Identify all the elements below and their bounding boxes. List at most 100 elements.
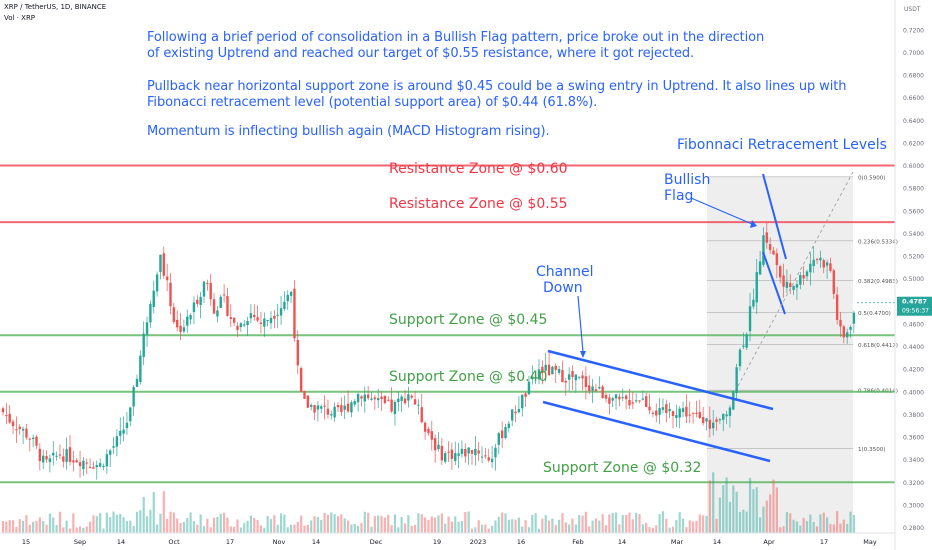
candlestick	[464, 448, 467, 457]
candlestick	[25, 428, 28, 438]
x-tick-label: Apr	[763, 538, 775, 546]
volume-bar	[85, 526, 88, 533]
volume-bar	[233, 526, 236, 533]
volume-bar	[829, 524, 832, 533]
candlestick	[243, 324, 246, 326]
candlestick	[809, 263, 812, 273]
candlestick	[614, 394, 618, 399]
volume-bar	[340, 514, 343, 533]
volume-bar	[738, 511, 742, 533]
candlestick	[487, 457, 490, 461]
volume-bar	[370, 526, 373, 533]
volume-bar	[336, 516, 340, 533]
flag-arrowhead	[750, 220, 757, 228]
volume-bar	[15, 526, 18, 533]
candlestick	[765, 232, 768, 243]
volume-bar	[785, 512, 788, 533]
candlestick	[722, 413, 725, 420]
channel-label-2: Down	[543, 280, 583, 296]
candlestick	[320, 406, 323, 409]
volume-bar	[671, 526, 675, 533]
volume-bar	[62, 527, 65, 533]
volume-bar	[45, 524, 48, 533]
volume-bar	[403, 523, 407, 533]
volume-bar	[688, 520, 691, 533]
candlestick	[500, 430, 504, 439]
candlestick	[423, 422, 427, 432]
candlestick	[748, 306, 752, 332]
candlestick	[467, 447, 470, 454]
candlestick	[413, 399, 417, 405]
candlestick	[611, 398, 614, 401]
volume-bar	[68, 528, 72, 533]
volume-bar	[491, 525, 494, 533]
volume-bar	[658, 514, 661, 533]
candlestick	[5, 415, 8, 417]
volume-bar	[762, 506, 765, 533]
volume-bar	[524, 520, 527, 533]
volume-bar	[139, 510, 142, 533]
fib-level-label: 0.382(0.4983)	[858, 279, 898, 285]
candlestick	[705, 418, 708, 422]
volume-bar	[393, 514, 397, 533]
volume-bar	[125, 521, 129, 533]
volume-bar	[571, 518, 574, 533]
volume-bar	[350, 524, 353, 533]
candlestick	[792, 286, 795, 291]
volume-bar	[82, 527, 85, 533]
x-tick-label: Nov	[273, 538, 286, 546]
candlestick	[393, 401, 397, 415]
fib-level-label: 0.618(0.4417)	[858, 343, 898, 349]
volume-bar	[35, 520, 38, 533]
candlestick	[671, 411, 675, 416]
x-tick-label: Dec	[370, 538, 383, 546]
y-tick-label: 0.3200	[903, 480, 924, 487]
fib-level-label: 0.5(0.4700)	[858, 311, 891, 317]
volume-bar	[645, 522, 648, 533]
volume-bar	[323, 512, 326, 533]
volume-bar	[531, 514, 534, 533]
candlestick	[511, 409, 514, 421]
candlestick	[641, 398, 645, 400]
candlestick	[561, 370, 564, 383]
candlestick	[169, 282, 172, 307]
volume-bar	[668, 527, 671, 533]
current-price-label: 0.4787	[902, 298, 927, 306]
candlestick	[222, 294, 226, 296]
candlestick	[645, 396, 648, 408]
volume-bar	[132, 525, 135, 533]
candlestick	[695, 412, 698, 414]
volume-bar	[28, 524, 31, 533]
volume-bar	[159, 513, 162, 533]
volume-bar	[621, 515, 624, 533]
volume-bar	[263, 527, 266, 533]
x-tick-label: 15	[22, 538, 30, 546]
volume-bar	[360, 523, 363, 533]
volume-bar	[450, 521, 453, 533]
x-tick-label: 19	[433, 538, 441, 546]
volume-bar	[594, 518, 598, 533]
volume-bar	[514, 519, 517, 533]
volume-bar	[812, 522, 815, 533]
candlestick	[353, 401, 356, 405]
candlestick	[668, 408, 671, 412]
volume-bar	[581, 515, 584, 533]
y-tick-label: 0.3800	[903, 412, 924, 419]
volume-bar	[246, 520, 249, 533]
volume-bar	[836, 511, 839, 533]
volume-bar	[591, 520, 594, 533]
candlestick	[21, 428, 25, 431]
candlestick	[430, 431, 433, 440]
candlestick	[651, 412, 655, 414]
volume-bar	[484, 524, 487, 533]
volume-bar	[410, 525, 413, 533]
candlestick	[470, 450, 474, 454]
volume-bar	[722, 485, 725, 533]
candlestick	[507, 423, 511, 428]
candlestick	[172, 307, 176, 322]
candlestick	[253, 314, 256, 318]
volume-bar	[564, 522, 567, 533]
volume-bar	[551, 518, 554, 533]
volume-bar	[819, 514, 822, 533]
